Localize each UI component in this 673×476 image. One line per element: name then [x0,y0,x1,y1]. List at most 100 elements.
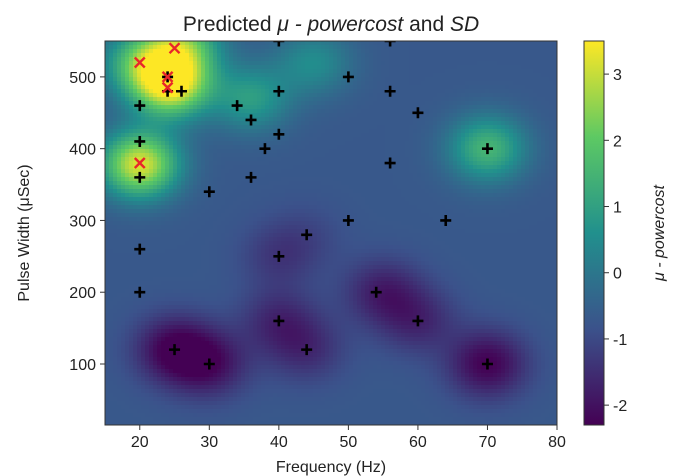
heatmap-cell [305,161,310,166]
heatmap-cell [297,61,302,66]
heatmap-cell [241,57,246,62]
heatmap-cell [217,381,222,386]
heatmap-cell [157,177,162,182]
heatmap-cell [213,185,218,190]
heatmap-cell [149,361,154,366]
heatmap-cell [237,113,242,118]
heatmap-cell [233,205,238,210]
heatmap-cell [113,129,118,134]
heatmap-cell [253,137,258,142]
heatmap-cell [281,49,286,54]
heatmap-cell [301,405,306,410]
heatmap-cell [201,177,206,182]
heatmap-cell [141,45,146,50]
heatmap-cell [261,97,266,102]
heatmap-cell [157,137,162,142]
heatmap-cell [197,385,202,390]
heatmap-cell [257,409,262,414]
heatmap-cell [309,65,314,70]
heatmap-cell [113,53,118,58]
heatmap-cell [129,233,134,238]
heatmap-cell [253,341,258,346]
heatmap-cell [245,233,250,238]
heatmap-cell [197,381,202,386]
heatmap-cell [261,125,266,130]
heatmap-cell [141,117,146,122]
heatmap-cell [181,245,186,250]
heatmap-cell [297,385,302,390]
heatmap-cell [285,365,290,370]
heatmap-cell [289,257,294,262]
heatmap-cell [109,349,114,354]
heatmap-cell [173,117,178,122]
heatmap-cell [153,401,158,406]
heatmap-cell [173,293,178,298]
heatmap-cell [265,217,270,222]
heatmap-cell [253,297,258,302]
heatmap-cell [265,133,270,138]
heatmap-cell [305,269,310,274]
heatmap-cell [241,105,246,110]
heatmap-cell [309,93,314,98]
heatmap-cell [173,121,178,126]
heatmap-cell [201,157,206,162]
heatmap-cell [261,233,266,238]
heatmap-cell [161,101,166,106]
heatmap-cell [221,345,226,350]
heatmap-cell [281,101,286,106]
heatmap-cell [205,333,210,338]
heatmap-cell [161,97,166,102]
heatmap-cell [273,301,278,306]
heatmap-cell [177,197,182,202]
heatmap-cell [277,205,282,210]
heatmap-cell [157,353,162,358]
heatmap-cell [145,297,150,302]
heatmap-cell [277,369,282,374]
heatmap-cell [301,105,306,110]
heatmap-cell [225,409,230,414]
heatmap-cell [109,201,114,206]
heatmap-cell [233,325,238,330]
heatmap-cell [165,413,170,418]
heatmap-cell [301,157,306,162]
heatmap-cell [253,133,258,138]
heatmap-cell [229,49,234,54]
heatmap-cell [193,389,198,394]
heatmap-cell [117,393,122,398]
heatmap-cell [113,205,118,210]
heatmap-cell [201,313,206,318]
heatmap-cell [285,161,290,166]
heatmap-cell [117,361,122,366]
heatmap-cell [113,249,118,254]
heatmap-cell [201,377,206,382]
heatmap-cell [201,81,206,86]
heatmap-cell [145,77,150,82]
heatmap-cell [257,317,262,322]
heatmap-cell [221,377,226,382]
heatmap-cell [109,221,114,226]
heatmap-cell [265,197,270,202]
heatmap-cell [133,413,138,418]
heatmap-cell [281,85,286,90]
heatmap-cell [201,73,206,78]
heatmap-cell [237,173,242,178]
heatmap-cell [141,217,146,222]
heatmap-cell [301,345,306,350]
heatmap-cell [153,233,158,238]
heatmap-cell [221,277,226,282]
heatmap-cell [241,309,246,314]
heatmap-cell [197,361,202,366]
heatmap-cell [169,401,174,406]
heatmap-cell [165,317,170,322]
heatmap-cell [113,301,118,306]
heatmap-cell [125,113,130,118]
heatmap-cell [225,97,230,102]
heatmap-cell [309,289,314,294]
heatmap-cell [157,57,162,62]
heatmap-cell [145,273,150,278]
heatmap-cell [253,129,258,134]
heatmap-cell [177,413,182,418]
heatmap-cell [157,389,162,394]
heatmap-cell [253,169,258,174]
heatmap-cell [289,297,294,302]
